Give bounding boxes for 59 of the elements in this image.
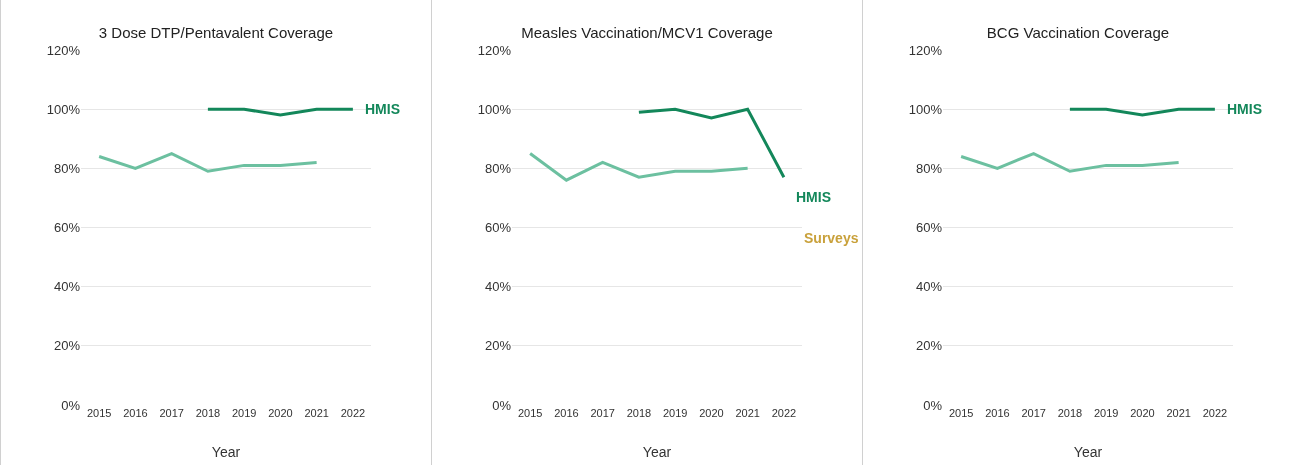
series-label: HMIS — [1227, 101, 1262, 117]
x-axis-title: Year — [211, 444, 241, 460]
y-tick-label: 0% — [61, 397, 81, 413]
text: Surveys — [804, 230, 859, 246]
y-tick-label: 20% — [53, 338, 81, 354]
y-tick-label: 60% — [484, 220, 512, 236]
y-tick-label: 60% — [915, 220, 943, 236]
line-series — [528, 152, 750, 182]
x-tick-label: 2017 — [159, 407, 184, 419]
x-tick-label: 2019 — [1093, 407, 1119, 419]
y-tick-label: 80% — [915, 160, 943, 176]
x-tick-label: 2015 — [86, 407, 112, 419]
y-tick-label: 20% — [915, 338, 943, 354]
x-tick-label: 2015 — [948, 407, 974, 419]
x-tick-label: 2016 — [554, 407, 579, 419]
x-tick-label: 2020 — [699, 407, 724, 419]
x-tick-label: 2017 — [1021, 407, 1046, 419]
y-tick-label: 40% — [53, 279, 81, 295]
x-tick-label: 2022 — [340, 407, 366, 419]
y-tick-label: 100% — [477, 101, 512, 117]
x-tick-label: 2018 — [626, 407, 652, 419]
y-tick-label: 80% — [53, 160, 81, 176]
y-tick-label: 120% — [477, 42, 512, 58]
chart-title: 3 Dose DTP/Pentavalent Coverage — [98, 24, 334, 42]
chart-title: Measles Vaccination/MCV1 Coverage — [521, 24, 773, 42]
x-tick-label: 2021 — [1166, 407, 1191, 419]
y-tick-label: 120% — [908, 42, 943, 58]
y-tick-label: 100% — [908, 101, 943, 117]
series-label: HMIS — [796, 189, 831, 205]
series-label: HMIS — [365, 101, 400, 117]
y-tick-label: 60% — [53, 220, 81, 236]
y-tick-label: 40% — [915, 279, 943, 295]
y-tick-label: 80% — [484, 160, 512, 176]
y-tick-label: 20% — [484, 338, 512, 354]
x-tick-label: 2018 — [1057, 407, 1083, 419]
y-tick-label: 120% — [46, 42, 81, 58]
y-tick-label: 40% — [484, 279, 512, 295]
x-axis-title: Year — [1073, 444, 1103, 460]
y-tick-label: 0% — [492, 397, 512, 413]
x-axis-title: Year — [642, 444, 672, 460]
x-tick-label: 2020 — [268, 407, 293, 419]
x-tick-label: 2016 — [123, 407, 148, 419]
y-tick-label: 100% — [46, 101, 81, 117]
x-tick-label: 2021 — [735, 407, 760, 419]
line-series — [97, 152, 319, 173]
x-tick-label: 2019 — [231, 407, 257, 419]
x-tick-label: 2016 — [985, 407, 1010, 419]
x-tick-label: 2021 — [304, 407, 329, 419]
chart-title: BCG Vaccination Coverage — [986, 24, 1170, 42]
x-tick-label: 2017 — [590, 407, 615, 419]
y-tick-label: 0% — [923, 397, 943, 413]
x-tick-label: 2022 — [771, 407, 797, 419]
x-tick-label: 2018 — [195, 407, 221, 419]
x-tick-label: 2015 — [517, 407, 543, 419]
x-tick-label: 2022 — [1202, 407, 1228, 419]
x-tick-label: 2020 — [1130, 407, 1155, 419]
line-series — [637, 107, 786, 179]
x-tick-label: 2019 — [662, 407, 688, 419]
line-series — [959, 152, 1181, 173]
